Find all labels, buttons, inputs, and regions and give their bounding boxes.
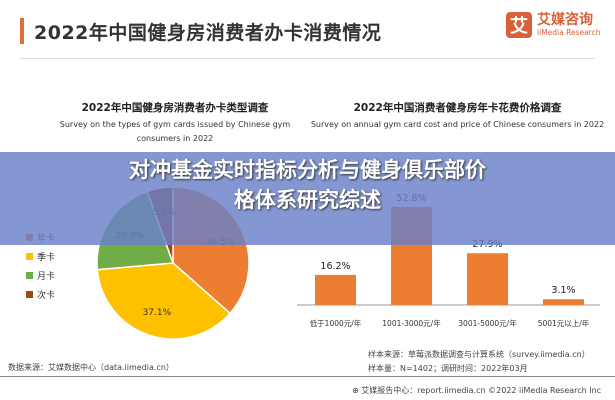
data-source: 数据来源：艾媒数据中心（data.iimedia.cn） xyxy=(8,363,174,372)
legend-item: 次卡 xyxy=(26,285,55,304)
bar-value-label: 16.2% xyxy=(320,261,350,272)
bar-subtitle: Survey on annual gym card cost and price… xyxy=(310,120,605,129)
report-text: 艾媒报告中心：report.iimedia.cn ©2022 iiMedia R… xyxy=(361,386,602,395)
legend-label: 月卡 xyxy=(37,272,56,282)
x-tick-label: 1001-3000元/年 xyxy=(382,318,441,328)
logo-cn: 艾媒咨询 xyxy=(537,12,593,28)
x-tick-label: 5001元以上/年 xyxy=(538,318,590,328)
logo-mark: 艾 xyxy=(506,12,532,38)
globe-icon: ⊕ xyxy=(352,386,362,395)
bar xyxy=(315,274,356,305)
logo: 艾 艾媒咨询 iiMedia Research xyxy=(506,12,600,38)
x-tick-label: 低于1000元/年 xyxy=(310,318,362,328)
pie-subtitle: Survey on the types of gym cards issued … xyxy=(59,120,291,143)
sample-source: 样本来源：草莓派数据调查与计算系统（survey.iimedia.cn） xyxy=(368,350,590,359)
overlay-line-1: 对冲基金实时指标分析与健身俱乐部价 xyxy=(129,158,486,182)
bar xyxy=(467,253,508,305)
logo-en: iiMedia Research xyxy=(537,28,601,37)
legend-swatch xyxy=(26,291,33,298)
x-tick-label: 3001-5000元/年 xyxy=(458,318,517,328)
legend-label: 次卡 xyxy=(37,291,56,301)
pie-slice xyxy=(96,262,232,340)
legend-label: 季卡 xyxy=(37,253,56,263)
footer-divider xyxy=(0,376,615,377)
page-title: 2022年中国健身房消费者办卡消费情况 xyxy=(34,22,382,44)
legend-swatch xyxy=(26,253,33,260)
report-center: ⊕ 艾媒报告中心：report.iimedia.cn ©2022 iiMedia… xyxy=(352,385,601,396)
legend-item: 季卡 xyxy=(26,247,55,266)
legend-swatch xyxy=(26,272,33,279)
bar-title: 2022年中国消费者健身房年卡花费价格调查 xyxy=(353,102,562,114)
bar xyxy=(543,299,584,305)
bar-value-label: 3.1% xyxy=(551,285,575,296)
pie-label: 37.1% xyxy=(143,308,172,318)
overlay-line-2: 格体系研究综述 xyxy=(234,188,381,212)
legend-item: 月卡 xyxy=(26,266,55,285)
divider xyxy=(20,58,595,59)
sample-size: 样本量：N=1402；调研时间：2022年03月 xyxy=(368,364,528,373)
title-overlay-band xyxy=(0,152,615,245)
overlay-title: 对冲基金实时指标分析与健身俱乐部价 格体系研究综述 xyxy=(0,155,615,215)
title-accent xyxy=(20,18,24,44)
pie-title: 2022年中国健身房消费者办卡类型调查 xyxy=(81,102,269,114)
